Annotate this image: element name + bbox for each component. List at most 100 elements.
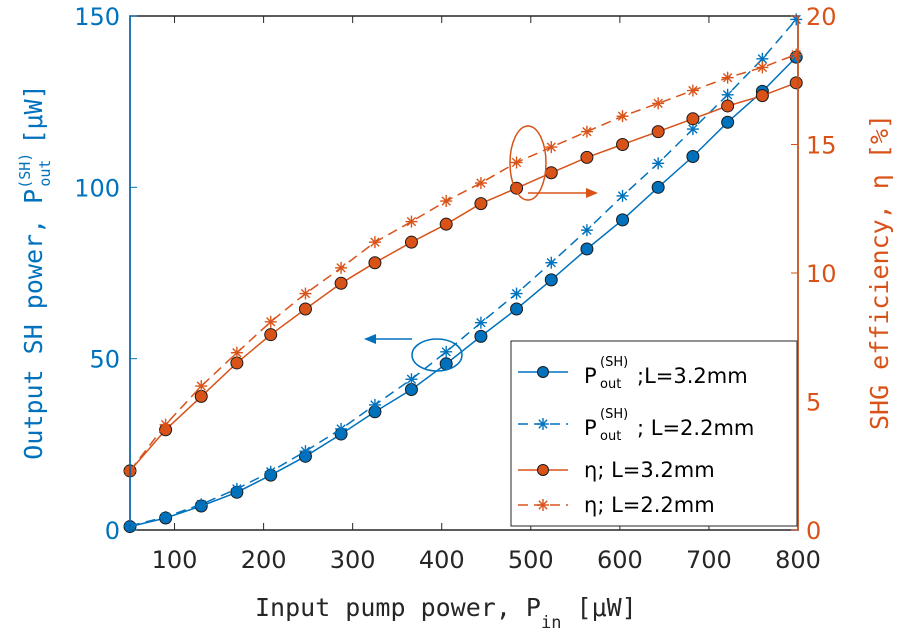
y-right-tick-label: 20	[806, 3, 837, 31]
efficiency-arrow-head-icon	[586, 188, 598, 198]
asterisk-marker	[721, 71, 734, 84]
asterisk-marker	[580, 125, 593, 138]
asterisk-stroke	[791, 14, 801, 25]
data-point	[544, 273, 558, 287]
asterisk-marker	[756, 61, 769, 74]
asterisk-stroke	[757, 62, 768, 73]
asterisk-marker	[368, 236, 381, 249]
asterisk-stroke	[266, 317, 276, 327]
asterisk-stroke	[546, 258, 556, 268]
asterisk-stroke	[538, 419, 548, 429]
asterisk-marker	[474, 316, 487, 329]
asterisk-stroke	[441, 196, 451, 206]
series-line	[129, 53, 797, 472]
asterisk-stroke	[582, 225, 592, 235]
asterisk-marker	[510, 287, 523, 300]
asterisk-stroke	[266, 467, 276, 477]
y-left-tick-label: 100	[74, 174, 120, 202]
asterisk-stroke	[232, 484, 242, 494]
legend-label-2: P	[584, 416, 597, 440]
asterisk-stroke	[757, 54, 768, 64]
asterisk-marker	[686, 84, 699, 97]
y-left-tick-label: 50	[89, 346, 120, 374]
asterisk-marker	[537, 499, 549, 511]
y-right-tick-label: 10	[806, 260, 837, 288]
asterisk-marker	[264, 465, 277, 478]
asterisk-stroke	[336, 424, 346, 434]
asterisk-stroke	[582, 126, 592, 137]
asterisk-stroke	[232, 347, 242, 358]
asterisk-marker	[335, 422, 348, 435]
legend-label-4: η; L=2.2mm	[584, 493, 715, 517]
asterisk-stroke	[722, 72, 733, 83]
legend-tail-2: ; L=2.2mm	[637, 416, 754, 440]
data-point	[686, 149, 700, 163]
legend-circle-marker	[537, 366, 549, 378]
asterisk-marker	[230, 346, 243, 359]
asterisk-marker	[580, 224, 593, 237]
asterisk-stroke	[791, 49, 801, 60]
asterisk-marker	[405, 373, 418, 386]
asterisk-marker	[545, 141, 558, 154]
asterisk-stroke	[160, 512, 171, 522]
asterisk-marker	[335, 261, 348, 274]
data-point	[721, 115, 735, 129]
data-point	[334, 276, 348, 290]
series-line	[129, 18, 797, 527]
asterisk-stroke	[196, 499, 206, 509]
asterisk-stroke	[722, 90, 733, 100]
y-left-tick-label: 150	[74, 3, 120, 31]
asterisk-stroke	[511, 157, 522, 168]
y-left-tick-label: 0	[105, 517, 120, 545]
data-point	[264, 328, 278, 342]
legend-asterisk-marker	[537, 418, 549, 430]
asterisk-stroke	[476, 178, 486, 188]
asterisk-stroke	[406, 216, 417, 227]
legend: P (SH) out ;L=3.2mm P (SH) out ; L=2.2mm…	[510, 340, 798, 527]
asterisk-stroke	[196, 381, 206, 391]
asterisk-marker	[159, 510, 172, 523]
x-tick-label: 600	[597, 546, 643, 574]
legend-sup-1: (SH)	[600, 355, 628, 370]
asterisk-marker	[440, 195, 453, 208]
x-tick-label: 700	[686, 546, 732, 574]
y-axis-right-label: SHG efficiency, η [%]	[865, 114, 894, 430]
legend-sub-1: out	[600, 377, 621, 392]
asterisk-marker	[264, 315, 277, 328]
asterisk-stroke	[688, 85, 698, 96]
power-annotation-ellipse	[411, 338, 463, 372]
data-point	[404, 383, 418, 397]
data-point	[510, 302, 524, 316]
asterisk-stroke	[617, 191, 628, 201]
asterisk-marker	[299, 287, 312, 300]
data-point	[368, 256, 382, 270]
legend-label-1: P	[584, 364, 597, 388]
data-point	[686, 112, 700, 126]
data-point	[439, 217, 453, 231]
data-point	[194, 389, 208, 403]
asterisk-stroke	[336, 263, 346, 273]
legend-sub-2: out	[600, 429, 621, 444]
legend-tail-1: ;L=3.2mm	[637, 364, 748, 388]
x-tick-label: 300	[330, 546, 376, 574]
asterisk-marker	[652, 157, 665, 170]
asterisk-stroke	[546, 142, 556, 152]
asterisk-marker	[440, 345, 453, 358]
asterisk-stroke	[160, 419, 171, 430]
data-point	[721, 99, 735, 113]
asterisk-marker	[616, 110, 629, 123]
data-point	[651, 125, 665, 139]
asterisk-marker	[159, 418, 172, 431]
asterisk-marker	[510, 156, 523, 169]
y-right-tick-label: 5	[806, 389, 821, 417]
data-point	[755, 89, 769, 103]
series-2	[124, 13, 803, 532]
x-tick-label: 100	[152, 546, 198, 574]
y-right-tick-label: 15	[806, 132, 837, 160]
asterisk-marker	[537, 418, 549, 430]
asterisk-stroke	[441, 347, 451, 357]
asterisk-marker	[405, 215, 418, 228]
data-point	[230, 356, 244, 370]
asterisk-marker	[195, 498, 208, 511]
legend-entry-power-3.2mm: P (SH) out ;L=3.2mm	[518, 355, 748, 392]
